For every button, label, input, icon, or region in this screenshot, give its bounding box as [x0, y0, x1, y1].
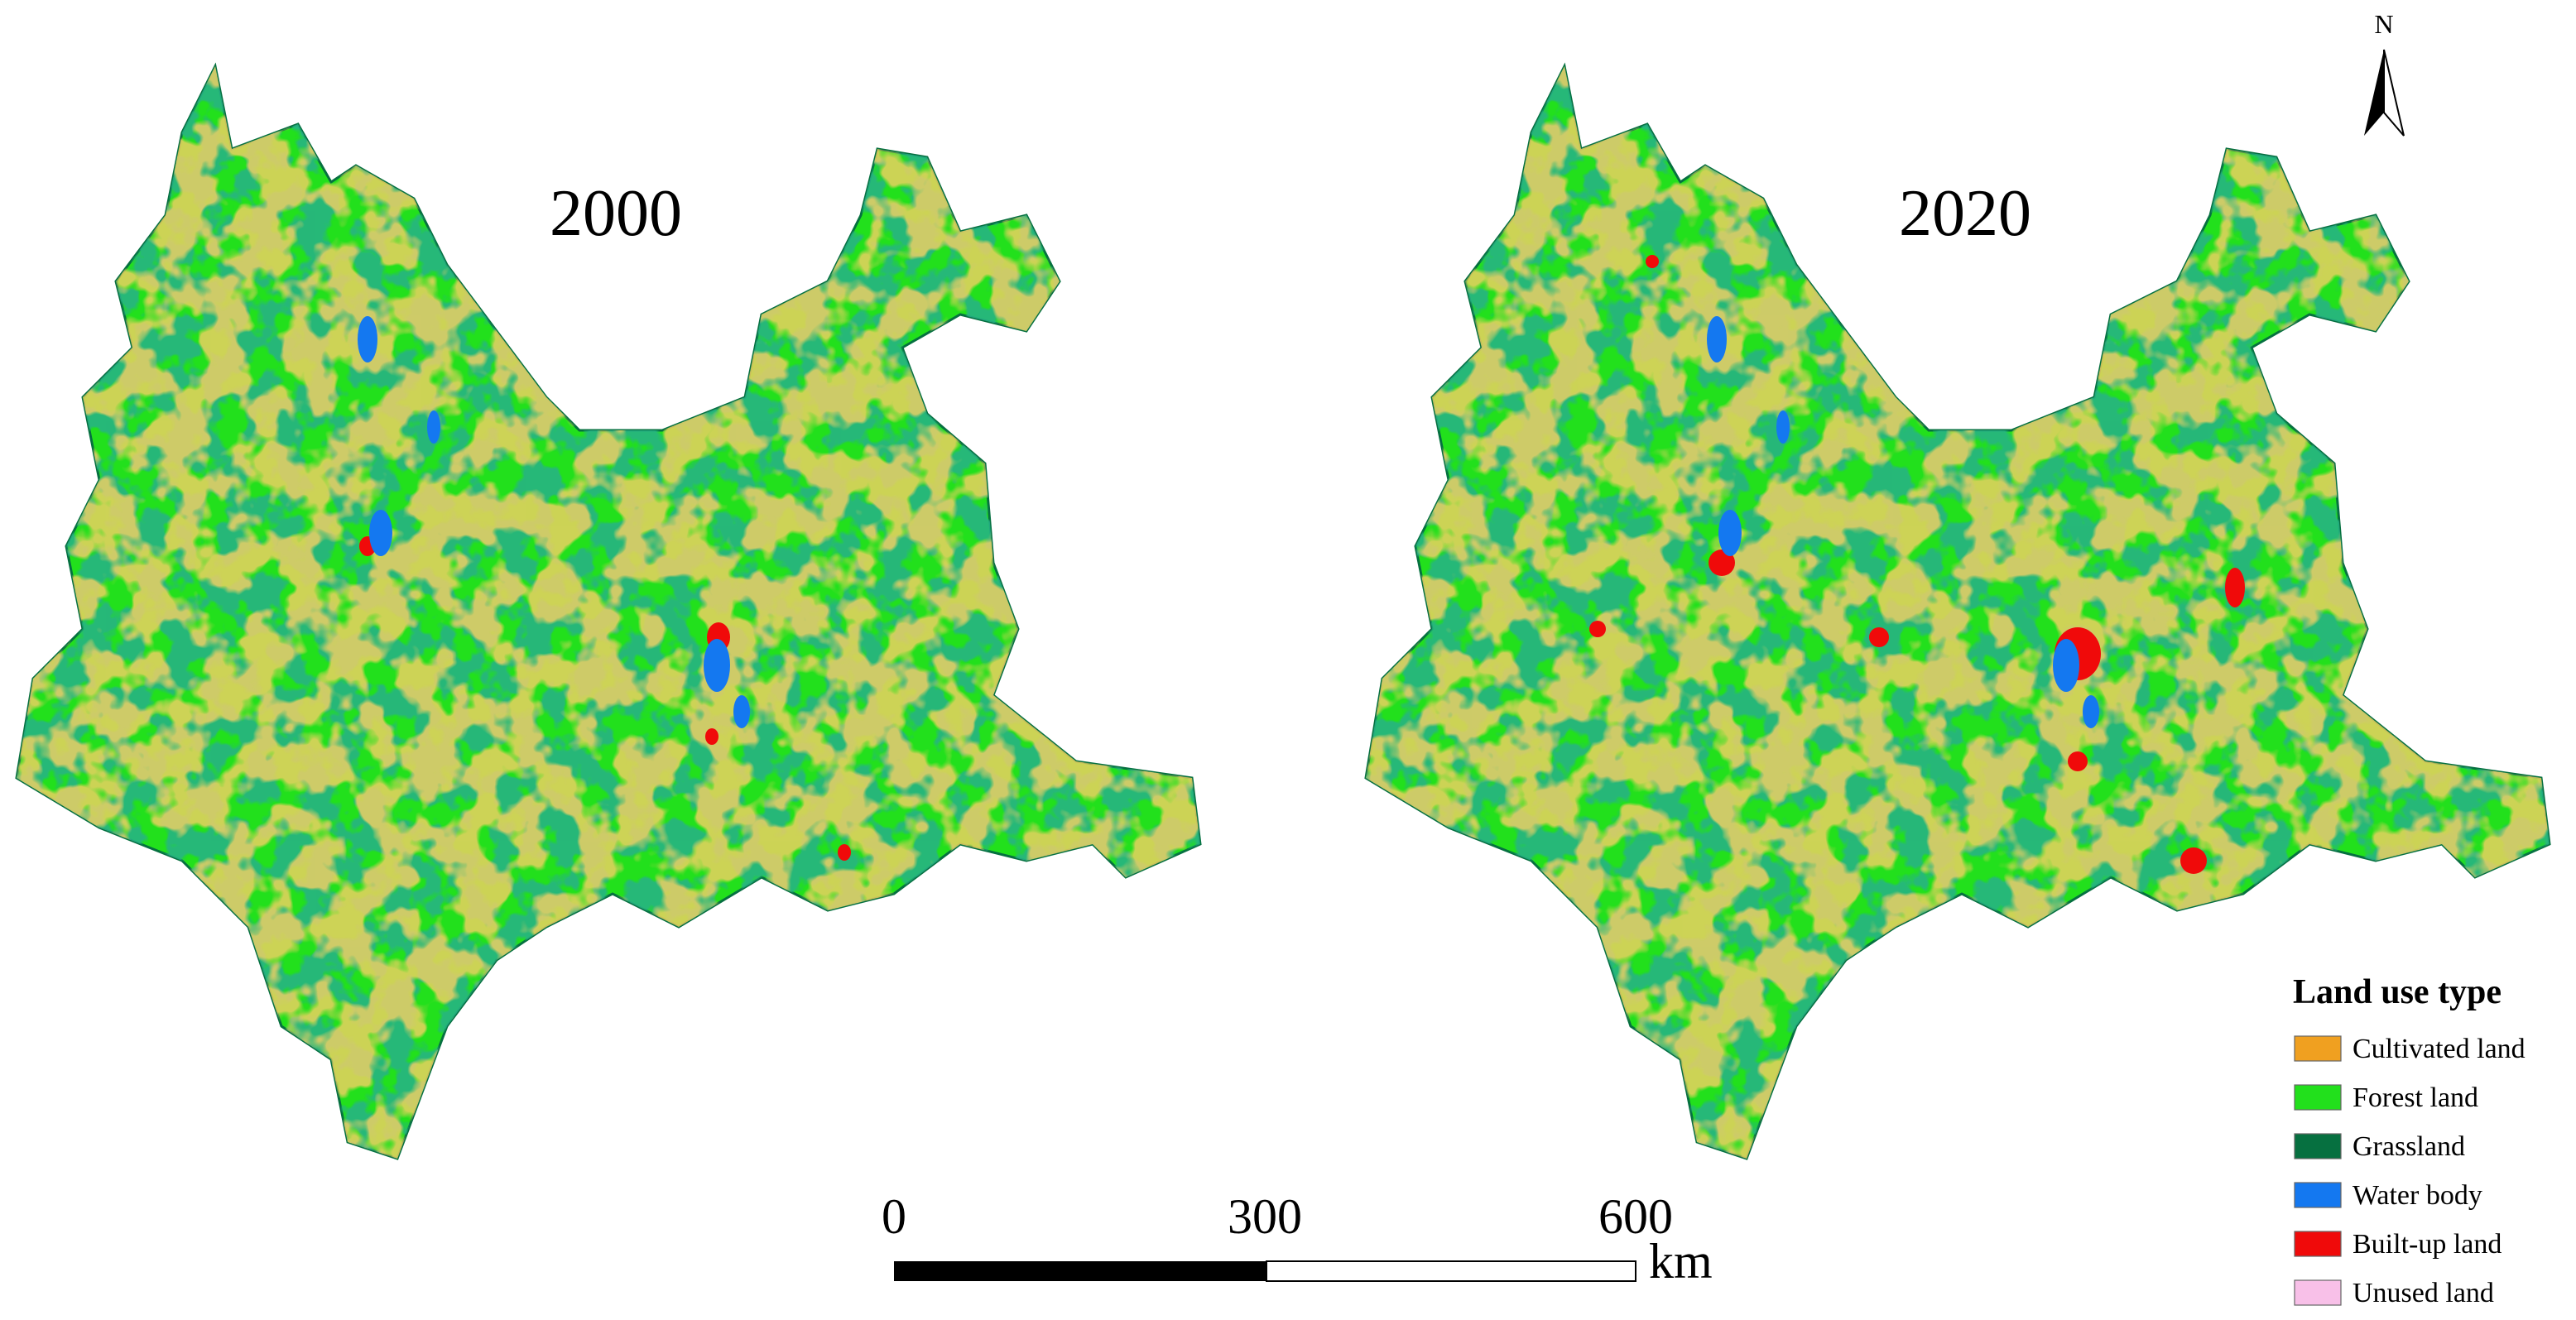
legend-swatch — [2294, 1231, 2342, 1257]
legend-label: Water body — [2353, 1180, 2482, 1211]
legend-swatch — [2294, 1084, 2342, 1111]
built-up-patch — [2225, 568, 2245, 607]
built-up-patch — [1709, 550, 1735, 576]
water-patch — [358, 316, 377, 362]
water-patch — [427, 410, 440, 444]
maps: 2000 2020 — [15, 65, 2551, 1160]
built-up-patch — [2180, 847, 2207, 874]
scale-bar: km 0 300 600 — [882, 1189, 1713, 1289]
water-patch — [733, 695, 750, 728]
water-patch — [2083, 695, 2099, 728]
built-up-patch — [1589, 621, 1606, 637]
water-patch — [1707, 316, 1727, 362]
legend-title: Land use type — [2293, 973, 2502, 1011]
water-patch — [369, 510, 392, 556]
built-up-patch — [1869, 627, 1889, 647]
legend-label: Grassland — [2353, 1131, 2465, 1162]
water-patch — [1718, 510, 1742, 556]
map-year: 2020 — [1899, 177, 2031, 250]
legend-label: Unused land — [2353, 1278, 2494, 1308]
scale-unit: km — [1649, 1234, 1713, 1289]
scale-bar-black — [894, 1261, 1266, 1281]
scale-bar-white — [1266, 1260, 1636, 1282]
built-up-patch — [838, 844, 851, 861]
water-patch — [2053, 639, 2079, 692]
built-up-patch — [1646, 255, 1659, 268]
legend-swatch — [2294, 1035, 2342, 1062]
north-label: N — [2374, 9, 2393, 39]
water-patch — [1776, 410, 1790, 444]
map-panel: 2000 — [15, 65, 1202, 1160]
scale-tick-label: 0 — [882, 1189, 906, 1244]
north-arrow-left — [2364, 50, 2384, 136]
built-up-patch — [2068, 751, 2088, 771]
legend-label: Built-up land — [2353, 1229, 2502, 1260]
water-patch — [704, 639, 730, 692]
built-up-patch — [705, 728, 718, 745]
legend: Land use type Cultivated land Forest land… — [2293, 973, 2526, 1308]
north-arrow: N — [2364, 9, 2405, 137]
north-arrow-right — [2383, 49, 2405, 137]
legend-swatch — [2294, 1182, 2342, 1208]
scale-tick-label: 600 — [1598, 1189, 1673, 1244]
scale-tick-label: 300 — [1228, 1189, 1302, 1244]
map-year: 2000 — [550, 177, 682, 250]
legend-label: Forest land — [2353, 1082, 2478, 1113]
legend-label: Cultivated land — [2353, 1034, 2526, 1064]
legend-swatch — [2294, 1279, 2342, 1306]
legend-swatch — [2294, 1133, 2342, 1159]
